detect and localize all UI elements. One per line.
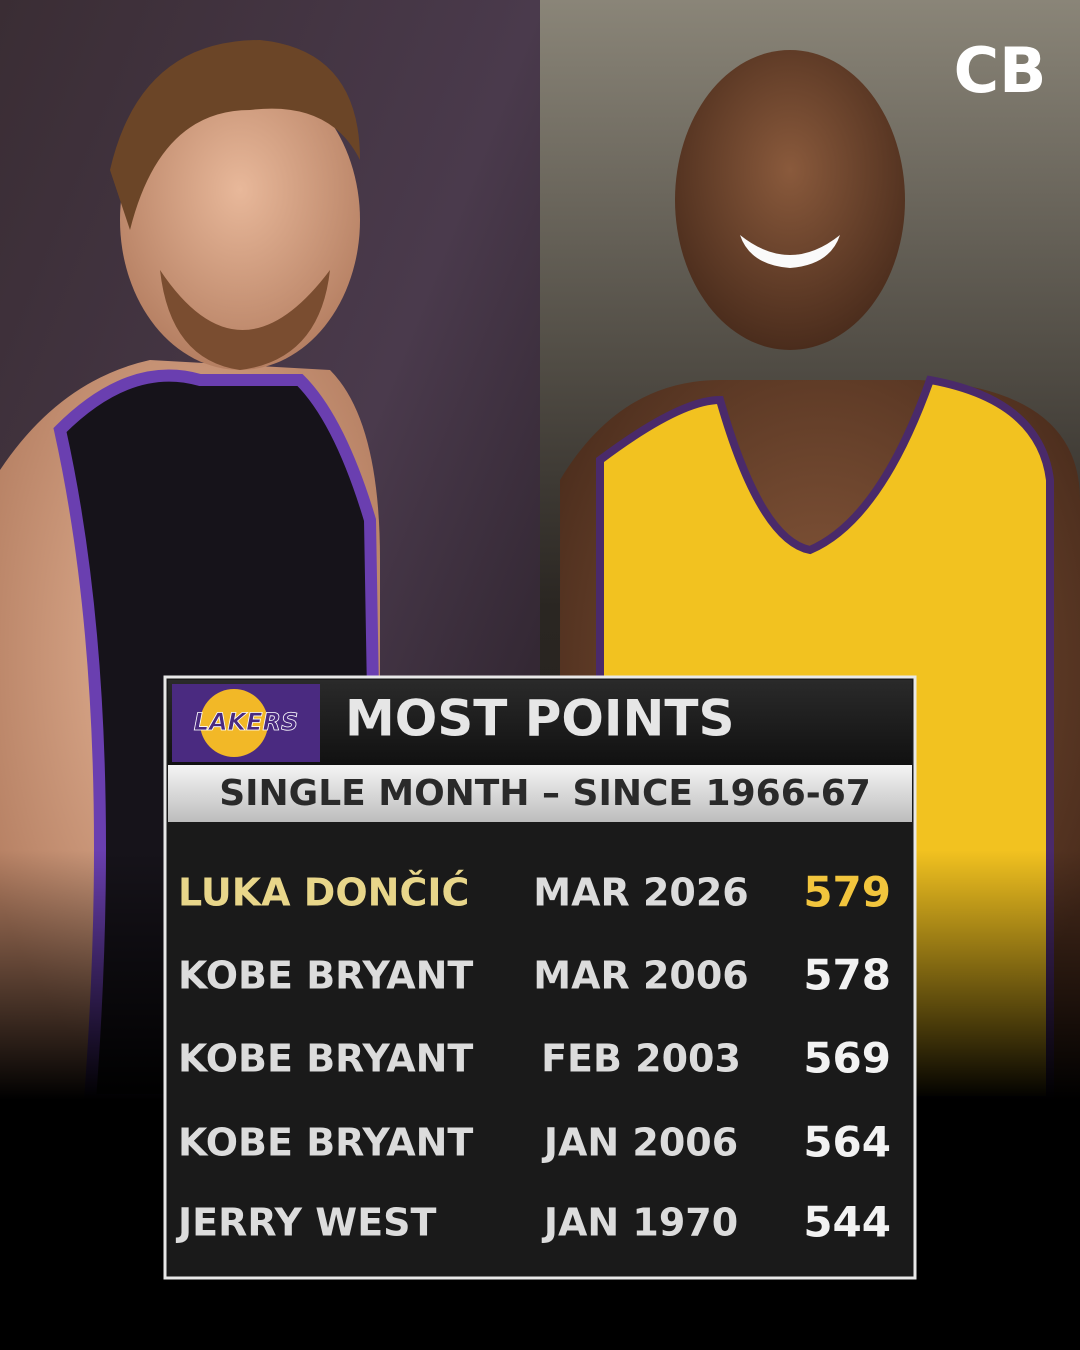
brand-logo: CB (954, 34, 1047, 107)
player-name: KOBE BRYANT (178, 1037, 473, 1081)
head-right (675, 50, 905, 350)
hair-left (110, 40, 360, 230)
player-name: KOBE BRYANT (178, 954, 473, 998)
subtitle-band (168, 765, 912, 822)
smile-right (740, 235, 840, 268)
team-logo-ball (200, 689, 268, 757)
table-rows: LUKA DONČIĆ MAR 2026 579 KOBE BRYANT MAR 200… (175, 868, 891, 1247)
month: MAR 2006 (533, 954, 748, 998)
points: 564 (803, 1118, 891, 1167)
points: 569 (803, 1034, 891, 1083)
month: JAN 2006 (541, 1121, 738, 1165)
points: 544 (803, 1198, 891, 1247)
team-logo-text: LAKERS (194, 708, 299, 736)
points: 579 (803, 868, 891, 917)
head-left (120, 70, 360, 370)
points: 578 (803, 951, 891, 1000)
month: JAN 1970 (541, 1201, 738, 1245)
player-name: LUKA DONČIĆ (178, 871, 469, 915)
table-title: MOST POINTS (345, 690, 735, 748)
player-name: KOBE BRYANT (178, 1121, 473, 1165)
player-name: JERRY WEST (175, 1201, 437, 1245)
month: MAR 2026 (533, 871, 748, 915)
table-subtitle: SINGLE MONTH – SINCE 1966-67 (219, 773, 871, 814)
month: FEB 2003 (541, 1037, 741, 1081)
beard-left (160, 270, 330, 370)
